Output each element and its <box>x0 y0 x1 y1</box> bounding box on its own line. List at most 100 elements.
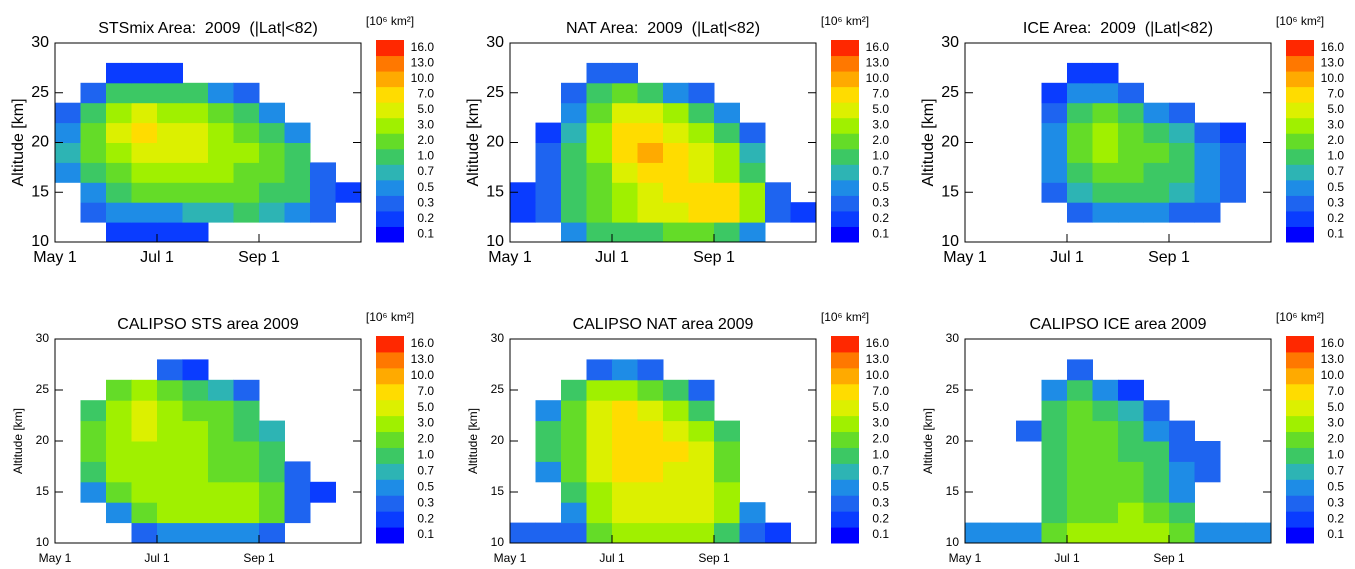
colorbar-band <box>376 463 404 480</box>
heat-cell <box>561 420 587 442</box>
heat-cell <box>688 202 715 223</box>
colorbar-tick-label: 0.5 <box>1327 479 1344 493</box>
heat-cell <box>561 461 587 483</box>
heat-cell <box>612 379 638 401</box>
heat-cell <box>157 400 183 422</box>
heat-cell <box>586 102 613 124</box>
heat-cell <box>1118 400 1144 422</box>
colorbar-tick-label: 0.5 <box>1327 180 1344 194</box>
heat-cell <box>688 379 715 401</box>
colorbar-tick-label: 7.0 <box>872 87 889 101</box>
heat-cell <box>233 461 260 483</box>
heat-cell <box>561 222 587 243</box>
heat-cell <box>1016 420 1042 442</box>
colorbar-band <box>831 55 859 72</box>
heat-cell <box>739 522 766 544</box>
colorbar-band <box>1286 210 1314 227</box>
colorbar-band <box>831 447 859 464</box>
heat-cell <box>586 441 613 462</box>
heat-cell <box>284 142 311 163</box>
x-tick-label: May 1 <box>33 249 77 266</box>
colorbar-tick-label: 1.0 <box>872 448 889 462</box>
heat-cell <box>510 522 536 544</box>
heat-cell <box>233 379 260 401</box>
colorbar-band <box>376 210 404 227</box>
heat-cell <box>1041 102 1068 124</box>
colorbar-band <box>1286 40 1314 57</box>
colorbar-tick-label: 0.1 <box>872 527 889 541</box>
heat-cell <box>1041 481 1068 503</box>
y-axis-label: Altitude [km] <box>465 98 482 186</box>
colorbar-band <box>1286 495 1314 512</box>
heat-cell <box>612 122 638 143</box>
heat-cell <box>1118 502 1144 524</box>
heat-cell <box>80 441 107 462</box>
heat-cell <box>1092 502 1119 524</box>
colorbar-tick-label: 3.0 <box>1327 118 1344 132</box>
colorbar-tick-label: 10.0 <box>411 71 435 85</box>
heat-cell <box>739 502 766 524</box>
heat-cell <box>688 162 715 183</box>
heat-cell <box>106 481 132 503</box>
heat-cell <box>1169 420 1195 442</box>
chart-title: NAT Area: 2009 (|Lat|<82) <box>566 20 760 37</box>
heat-cell <box>1194 142 1221 163</box>
colorbar-tick-label: 0.3 <box>1327 495 1344 509</box>
heat-cell <box>1169 441 1195 462</box>
colorbar-tick-label: 0.2 <box>1327 211 1344 225</box>
x-tick-label: May 1 <box>949 551 982 565</box>
colorbar-tick-label: 0.7 <box>872 164 889 178</box>
panel: 10 15 20 25 30 May 1 Jul 1 Sep 1 ICE Area: 2009 … <box>920 14 1344 266</box>
y-tick-label: 20 <box>946 433 960 447</box>
y-axis-label: Altitude [km] <box>11 408 25 474</box>
colorbar-band <box>1286 102 1314 119</box>
x-tick-label: Sep 1 <box>1153 551 1185 565</box>
colorbar-tick-label: 2.0 <box>417 432 434 446</box>
heat-cell <box>612 441 638 462</box>
colorbar-tick-label: 0.3 <box>872 195 889 209</box>
heat-cell <box>157 122 183 143</box>
heat-cell <box>1092 62 1119 84</box>
x-tick-label: May 1 <box>494 551 527 565</box>
heat-cell <box>1143 202 1170 223</box>
colorbar-tick-label: 16.0 <box>866 40 890 54</box>
heat-cell <box>663 102 689 124</box>
y-tick-label: 30 <box>36 331 50 345</box>
colorbar-band <box>376 527 404 544</box>
colorbar-tick-label: 5.0 <box>417 400 434 414</box>
heat-cell <box>637 441 664 462</box>
colorbar-tick-label: 16.0 <box>1321 40 1345 54</box>
heat-cell <box>1169 142 1195 163</box>
heat-cell <box>80 142 107 163</box>
heat-cell <box>790 202 817 223</box>
x-tick-label: Sep 1 <box>698 551 730 565</box>
heat-cell <box>586 142 613 163</box>
colorbar-tick-label: 0.7 <box>1327 164 1344 178</box>
heat-cell <box>131 122 158 143</box>
heat-cell <box>1067 62 1093 84</box>
colorbar-tick-label: 0.1 <box>417 226 434 240</box>
heat-cell <box>663 142 689 163</box>
colorbar-band <box>831 415 859 433</box>
heat-cell <box>1169 202 1195 223</box>
colorbar-tick-label: 3.0 <box>1327 416 1344 430</box>
heat-cell <box>637 502 664 524</box>
heat-cell <box>714 522 740 544</box>
heat-cell <box>208 441 234 462</box>
heat-cell <box>637 379 664 401</box>
heat-cell <box>714 222 740 243</box>
colorbar-band <box>1286 479 1314 496</box>
heat-cell <box>1118 182 1144 203</box>
heat-cell <box>131 162 158 183</box>
heat-cell <box>586 420 613 442</box>
heat-cell <box>106 420 132 442</box>
heat-cell <box>637 142 664 163</box>
colorbar-band <box>1286 383 1314 401</box>
colorbar-band <box>376 399 404 417</box>
x-tick-label: May 1 <box>39 551 72 565</box>
heat-cell <box>637 359 664 381</box>
heat-cell <box>106 202 132 223</box>
heat-cell <box>1143 102 1170 124</box>
y-tick-label: 25 <box>946 382 960 396</box>
heat-cell <box>1041 379 1068 401</box>
